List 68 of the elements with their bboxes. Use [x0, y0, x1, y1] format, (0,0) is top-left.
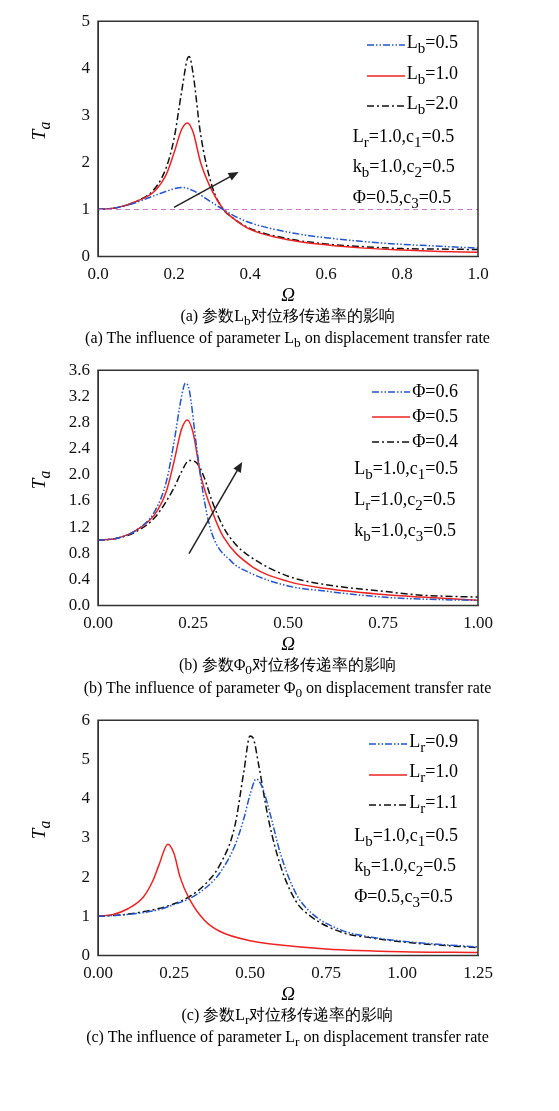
- annotation: Φ=0.5,c$_{3}$=0.5: [354, 884, 454, 912]
- annotation: L$_{r}$=1.0,c$_{2}$=0.5: [354, 487, 457, 515]
- text: (b) 参数Φ$_{0}$对位移传递率的影响: [178, 655, 397, 679]
- annotation: L$_{r}$=1.0,c$_{1}$=0.5: [352, 124, 456, 152]
- text: (c) The influence of parameter L$_{r}$ on displacement transfer rate: [85, 1027, 490, 1051]
- y-tick-label: 2.4: [68, 438, 91, 458]
- y-tick-label: 3: [81, 827, 90, 847]
- x-axis-title: Ω: [280, 982, 296, 1005]
- y-tick-label: 2.8: [68, 412, 90, 432]
- x-tick-label: 0.75: [368, 613, 398, 633]
- legend-label: L$_{r}$=1.1: [409, 790, 458, 818]
- x-tick-label: 1.25: [463, 963, 493, 983]
- x-tick-label: 1.0: [467, 264, 489, 284]
- x-axis-title: Ω: [280, 633, 296, 656]
- text: (a) The influence of parameter L$_{b}$ on displacement transfer rate: [84, 329, 491, 352]
- annotation: k$_{b}$=1.0,c$_{2}$=0.5: [352, 155, 456, 182]
- x-tick-label: 1.00: [463, 613, 493, 633]
- legend-label: Φ=0.4: [412, 430, 458, 454]
- y-tick-label: 3.2: [68, 386, 90, 406]
- y-tick-label: 1: [81, 905, 90, 925]
- x-tick-label: 0.6: [315, 264, 337, 284]
- y-tick-label: 0.4: [68, 569, 91, 589]
- x-axis-title: Ω: [280, 284, 296, 306]
- y-tick-label: 4: [81, 787, 91, 807]
- x-tick-label: 0.00: [83, 963, 113, 983]
- x-tick-label: 0.75: [311, 963, 341, 983]
- legend-label: L$_{r}$=1.0: [409, 760, 458, 787]
- y-tick-label: 6: [81, 709, 90, 729]
- legend-label: L$_{b}$=0.5: [406, 31, 458, 58]
- x-tick-label: 0.8: [391, 264, 413, 284]
- y-tick-label: 0.0: [68, 595, 90, 615]
- legend-label: L$_{b}$=1.0: [406, 61, 458, 89]
- y-tick-label: 2: [81, 151, 90, 171]
- legend-label: Φ=0.6: [412, 380, 458, 404]
- line-series: [98, 186, 478, 249]
- x-tick-label: 0.50: [273, 613, 303, 633]
- y-tick-label: 5: [81, 10, 90, 30]
- x-tick-label: 0.2: [163, 264, 185, 284]
- legend-label: Φ=0.5: [412, 405, 458, 429]
- annotation: k$_{b}$=1.0,c$_{3}$=0.5: [354, 518, 457, 546]
- y-tick-label: 3.6: [68, 360, 90, 380]
- text: (c) 参数L$_{r}$对位移传递率的影响: [180, 1004, 395, 1028]
- x-tick-label: 0.4: [239, 264, 262, 284]
- y-tick-label: 1.2: [68, 516, 90, 536]
- y-tick-label: 0.8: [68, 543, 90, 563]
- y-tick-label: 1: [81, 198, 90, 218]
- annotation: k$_{b}$=1.0,c$_{2}$=0.5: [354, 854, 457, 881]
- legend-label: L$_{b}$=2.0: [406, 92, 458, 119]
- x-tick-label: 0.25: [159, 963, 189, 983]
- annotation: L$_{b}$=1.0,c$_{1}$=0.5: [354, 457, 458, 484]
- y-tick-label: 5: [81, 748, 90, 768]
- y-tick-label: 2.0: [68, 464, 90, 484]
- x-tick-label: 0.00: [83, 613, 113, 633]
- x-tick-label: 0.50: [235, 963, 265, 983]
- y-tick-label: 1.6: [68, 490, 90, 510]
- text: (a) 参数L$_{b}$对位移传递率的影响: [179, 306, 396, 330]
- annotation: L$_{b}$=1.0,c$_{1}$=0.5: [354, 823, 458, 851]
- y-tick-label: 4: [81, 57, 91, 77]
- x-tick-label: 0.25: [178, 613, 208, 633]
- legend-label: L$_{r}$=0.9: [409, 729, 458, 757]
- y-tick-label: 2: [81, 866, 90, 886]
- x-tick-label: 1.00: [387, 963, 417, 983]
- line-series: [98, 382, 478, 602]
- y-tick-label: 3: [81, 104, 90, 124]
- annotation: Φ=0.5,c$_{3}$=0.5: [352, 185, 453, 213]
- y-tick-label: 0: [81, 246, 90, 266]
- y-tick-label: 0: [81, 944, 90, 964]
- text: (b) The influence of parameter Φ$_{0}$ on displacement transfer rate: [82, 678, 493, 701]
